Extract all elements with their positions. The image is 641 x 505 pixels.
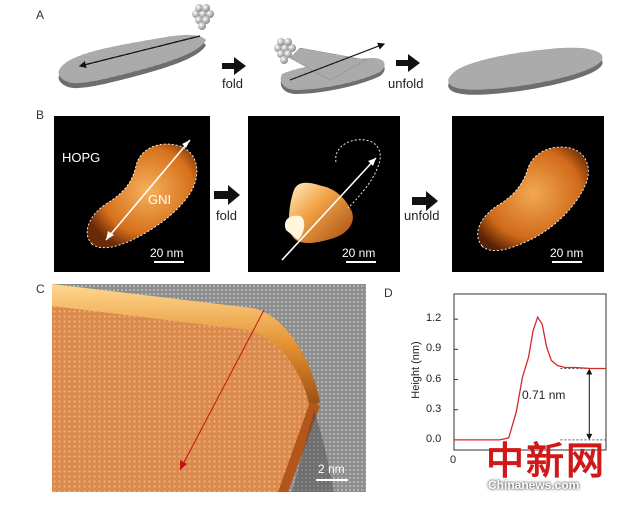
hopg-label: HOPG xyxy=(62,150,101,165)
unfold-label-a: unfold xyxy=(388,76,424,91)
y-axis-label: Height (nm) xyxy=(410,341,422,399)
ribbon-model-unfolded xyxy=(448,47,603,95)
panel-b-letter: B xyxy=(36,108,45,122)
afm-image-folded: 20 nm xyxy=(248,116,400,272)
y-tick-label-1: 0.3 xyxy=(426,402,442,415)
scale-bar-label-3: 20 nm xyxy=(550,246,584,260)
step-height-annotation: 0.71 nm xyxy=(522,388,566,402)
afm-image-initial: HOPG GNI 20 nm xyxy=(54,116,210,272)
scale-bar-label-2: 20 nm xyxy=(342,246,376,260)
height-profile-chart: Height (nm) 0.0 0.3 0.6 0.9 1.2 0 0.71 n… xyxy=(398,288,618,474)
scale-bar-label-1: 20 nm xyxy=(150,246,184,260)
panel-a-illustration xyxy=(58,4,603,95)
step-height-arrowhead-0 xyxy=(586,368,593,375)
y-tick-label-2: 0.6 xyxy=(426,372,442,385)
watermark-chinese: 中新网 xyxy=(486,438,607,483)
unfold-label-b: unfold xyxy=(404,208,440,223)
unfold-arrow-b xyxy=(412,191,438,211)
panel-a-letter: A xyxy=(36,8,45,22)
stm-tip-cluster-1 xyxy=(192,4,214,30)
y-tick-label-0: 0.0 xyxy=(426,432,442,445)
fold-label-b: fold xyxy=(216,208,237,223)
y-tick-label-4: 1.2 xyxy=(426,312,442,325)
stm-tip-cluster-2 xyxy=(274,38,296,64)
fold-label-a: fold xyxy=(222,76,243,91)
gni-label: GNI xyxy=(148,192,172,207)
watermark-site: Chinanews.com xyxy=(488,478,580,492)
fold-arrow-b xyxy=(214,185,240,205)
scale-bar-label-c: 2 nm xyxy=(318,462,345,476)
height-profile-plot xyxy=(453,293,607,451)
step-height-arrowhead-1 xyxy=(586,433,593,440)
height-profile-line xyxy=(454,315,606,441)
unfold-arrow-a xyxy=(396,54,420,72)
stm-3d-image: 2 nm xyxy=(52,284,366,492)
fold-arrow-a xyxy=(222,57,246,75)
panel-d-letter: D xyxy=(384,286,393,300)
plot-frame xyxy=(453,293,607,451)
panel-c-letter: C xyxy=(36,282,45,296)
x-tick-label-0: 0 xyxy=(450,454,457,466)
ribbon-model-initial xyxy=(58,34,206,89)
ribbon-model-folded xyxy=(280,42,386,94)
afm-image-unfolded: 20 nm xyxy=(452,116,604,272)
y-tick-label-3: 0.9 xyxy=(426,342,442,355)
